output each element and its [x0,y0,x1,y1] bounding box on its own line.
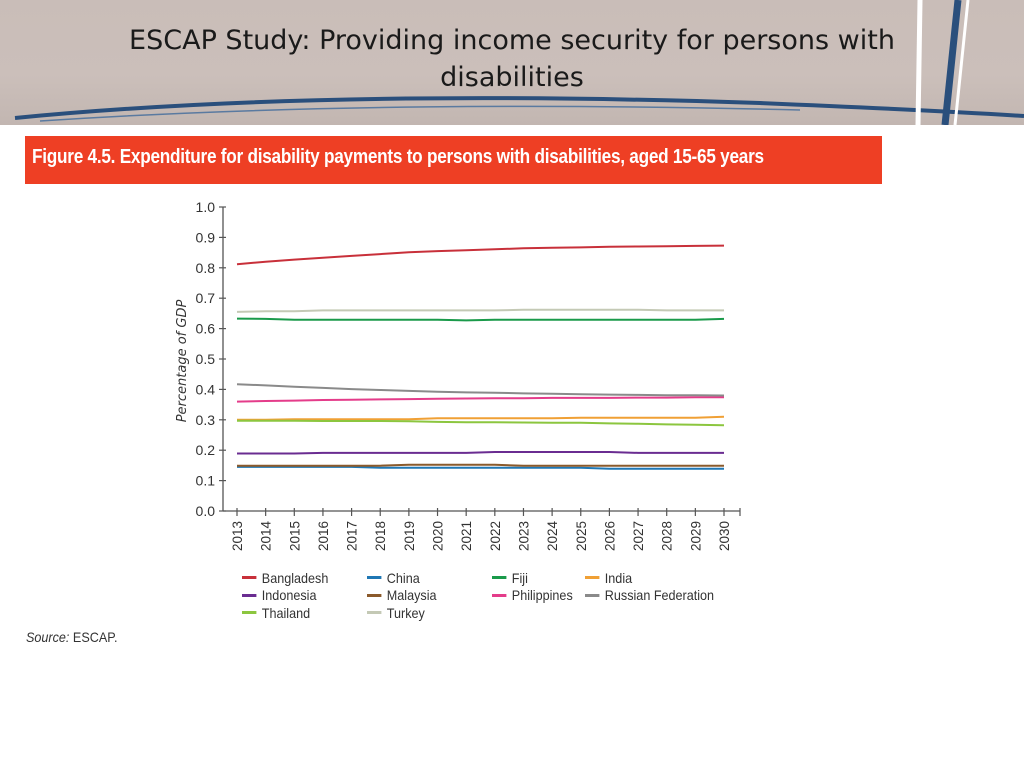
legend-label: Philippines [511,587,573,604]
x-tick-label: 2016 [316,521,331,551]
series-line-china [237,465,724,470]
legend-swatch [242,593,257,597]
y-tick-label: 0.7 [196,290,216,306]
legend-item-turkey: Turkey [367,604,480,622]
x-tick-label: 2014 [259,521,274,552]
legend-swatch [585,593,600,597]
x-tick-label: 2028 [660,521,675,551]
x-tick-label: 2021 [459,521,474,551]
legend-label: Fiji [511,569,528,586]
y-tick-label: 0.3 [196,412,216,428]
y-tick-label: 0.4 [196,381,216,397]
legend-item-russian-federation: Russian Federation [585,587,729,605]
series-line-thailand [237,419,725,427]
legend-label: Thailand [261,604,311,621]
x-tick-label: 2024 [545,521,560,552]
series-line-malaysia [237,463,724,467]
legend-item-thailand: Thailand [242,604,355,622]
legend-swatch [242,611,257,615]
x-tick-label: 2030 [717,521,732,551]
y-tick-label: 0.9 [196,229,216,245]
legend-label: Turkey [386,604,425,621]
x-tick-label: 2013 [230,521,245,551]
legend-label: India [604,569,633,586]
series-line-turkey [236,308,724,313]
legend-swatch [585,576,600,580]
y-tick-label: 0.5 [196,351,216,367]
y-tick-label: 0.6 [196,321,216,337]
x-tick-label: 2018 [373,521,388,551]
y-tick-label: 0.1 [196,473,216,489]
x-tick-label: 2020 [431,521,446,551]
legend-swatch [367,611,382,615]
figure-title-banner: Figure 4.5. Expenditure for disability p… [25,136,882,184]
source-text: ESCAP. [72,629,118,645]
legend-swatch [492,576,507,580]
legend-label: Bangladesh [261,569,329,586]
legend-swatch [367,593,382,597]
series-line-indonesia [237,451,724,455]
source-label: Source: [26,629,70,645]
y-tick-label: 1.0 [196,199,216,215]
legend-swatch [367,576,382,580]
legend-label: Malaysia [386,587,437,604]
slide-title: ESCAP Study: Providing income security f… [129,25,895,93]
series-line-philippines [236,396,724,403]
y-tick-label: 0.0 [196,503,216,519]
y-tick-label: 0.2 [196,442,216,458]
x-tick-label: 2017 [345,521,360,551]
series-line-bangladesh [236,244,725,266]
legend-item-fiji: Fiji [492,569,576,587]
header-swoosh-decoration [14,0,1024,125]
legend-swatch [242,576,257,580]
figure-title: Figure 4.5. Expenditure for disability p… [32,146,764,168]
legend-label: China [386,569,420,586]
slide-header: ESCAP Study: Providing income security f… [0,0,1024,125]
y-tick-label: 0.8 [196,260,216,276]
x-tick-label: 2023 [516,521,531,551]
series-line-russian-federation [236,383,725,397]
source-note: Source: ESCAP. [26,629,118,645]
x-tick-label: 2026 [602,521,617,551]
legend-item-philippines: Philippines [492,587,576,605]
x-tick-label: 2027 [631,521,646,551]
series-line-india [237,415,725,421]
legend-item-bangladesh: Bangladesh [242,569,355,587]
legend-label: Indonesia [261,587,317,604]
legend-swatch [492,593,507,597]
series-line-fiji [236,317,725,322]
x-tick-label: 2019 [402,521,417,551]
x-tick-label: 2022 [488,521,503,551]
legend-label: Russian Federation [604,587,715,604]
legend-item-indonesia: Indonesia [242,587,355,605]
x-tick-label: 2025 [574,521,589,551]
x-tick-label: 2029 [688,521,703,551]
legend-item-china: China [367,569,480,587]
y-axis-title: Percentage of GDP [175,300,190,423]
chart-legend: Bangladesh China Fiji India Indonesia Malaysi… [242,569,802,622]
legend-item-malaysia: Malaysia [367,587,480,605]
legend-item-india: India [585,569,729,587]
x-tick-label: 2015 [287,521,302,551]
